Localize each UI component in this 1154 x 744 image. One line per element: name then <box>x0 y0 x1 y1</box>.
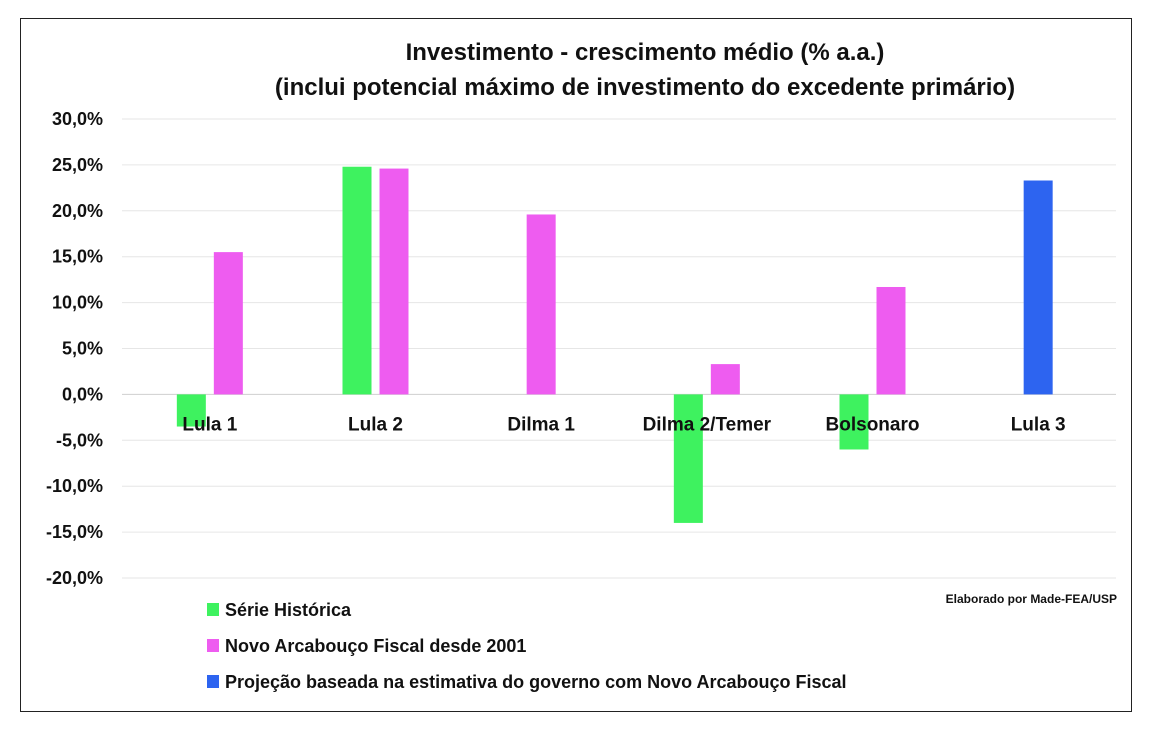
y-axis-ticks: 30,0% 25,0% 20,0% 15,0% 10,0% 5,0% 0,0% -5,0% -1… <box>46 109 103 588</box>
bar <box>839 394 869 450</box>
legend-swatch <box>207 603 219 616</box>
x-category-label: Lula 2 <box>348 414 403 435</box>
chart-frame <box>20 18 1132 712</box>
y-tick-label: 0,0% <box>62 384 103 404</box>
gridlines <box>122 118 1116 579</box>
chart-subtitle: (inclui potencial máximo de investimento… <box>275 74 1015 101</box>
legend-swatch <box>207 675 219 688</box>
x-category-label: Dilma 2/Temer <box>643 414 772 435</box>
bar <box>379 168 409 395</box>
x-category-label: Bolsonaro <box>826 414 920 435</box>
credit-note: Elaborado por Made-FEA/USP <box>946 592 1117 606</box>
bar <box>176 394 206 427</box>
x-category-label: Dilma 1 <box>507 414 575 435</box>
y-tick-label: 5,0% <box>62 339 103 359</box>
bar <box>213 252 243 395</box>
bar <box>673 394 703 523</box>
y-tick-label: -20,0% <box>46 568 103 588</box>
category-labels: Lula 1 Lula 2 Dilma 1 Dilma 2/Temer Bolsonar… <box>182 414 1065 435</box>
bars <box>176 166 1053 523</box>
legend-label: Novo Arcabouço Fiscal desde 2001 <box>225 636 526 656</box>
chart-title: Investimento - crescimento médio (% a.a.… <box>406 39 885 66</box>
legend: Série Histórica Novo Arcabouço Fiscal des… <box>207 600 847 692</box>
y-tick-label: -15,0% <box>46 522 103 542</box>
x-category-label: Lula 1 <box>182 414 237 435</box>
y-tick-label: 25,0% <box>52 155 103 175</box>
y-tick-label: -5,0% <box>56 430 103 450</box>
y-tick-label: -10,0% <box>46 476 103 496</box>
bar <box>1023 180 1053 395</box>
bar <box>876 286 906 395</box>
y-tick-label: 30,0% <box>52 109 103 129</box>
legend-swatch <box>207 639 219 652</box>
legend-label: Projeção baseada na estimativa do govern… <box>225 672 847 692</box>
y-tick-label: 20,0% <box>52 201 103 221</box>
bar <box>710 364 740 395</box>
y-tick-label: 10,0% <box>52 293 103 313</box>
legend-label: Série Histórica <box>225 600 352 620</box>
x-category-label: Lula 3 <box>1011 414 1066 435</box>
y-tick-label: 15,0% <box>52 247 103 267</box>
bar <box>342 166 372 395</box>
bar <box>526 214 556 395</box>
